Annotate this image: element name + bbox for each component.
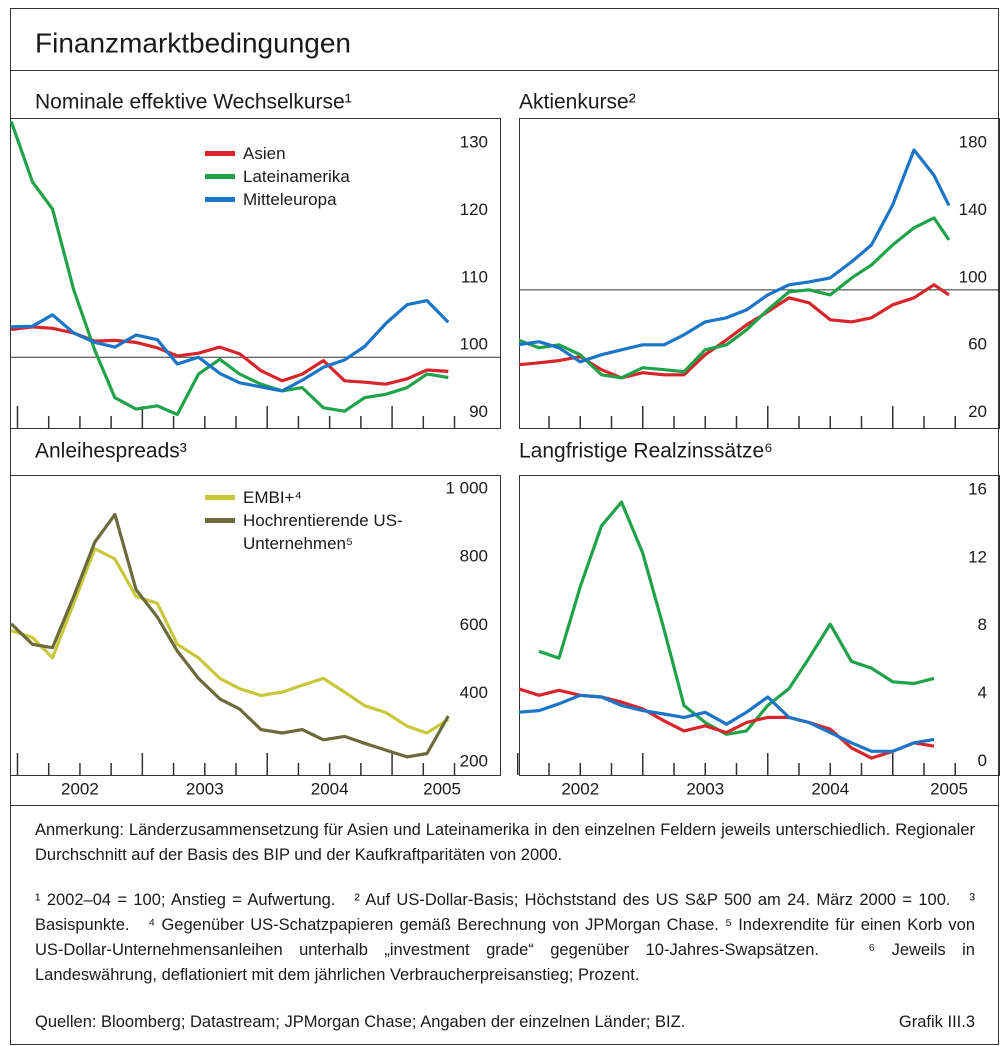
panel-title: Nominale effektive Wechselkurse¹ [35,91,352,114]
panel-frame [10,475,501,776]
data-line [11,299,450,393]
y-tick-label: 100 [460,335,488,354]
y-tick-label: 16 [968,480,987,499]
plot-area [519,148,951,380]
legend: Asien Lateinamerika Mitteleuropa [205,142,403,211]
legend: EMBI+⁴ Hochrentierende US-Unternehmen⁵ [205,486,403,555]
sources: Quellen: Bloomberg; Datastream; JPMorgan… [35,1013,686,1031]
legend-label: Asien [243,144,286,163]
y-tick-label: 4 [978,683,987,702]
legend-label: Mitteleuropa [243,190,337,209]
y-tick-label: 110 [461,267,488,286]
x-tick-label: 2004 [811,779,849,798]
panel-frame [519,475,1000,776]
panel-title: Aktienkurse² [519,91,636,114]
y-tick-label: 100 [959,267,987,286]
data-line [519,283,950,380]
x-tick-label: 2004 [311,779,349,798]
data-line [10,547,450,735]
legend-swatch [205,518,235,523]
remark: Anmerkung: Länderzusammensetzung für Asi… [35,821,980,864]
chart-title: Finanzmarktbedingungen [35,27,351,58]
y-tick-label: 12 [968,547,987,566]
y-tick-label: 0 [978,751,987,770]
data-line [519,148,951,364]
legend-item: Mitteleuropa [205,188,403,211]
data-line [538,500,935,736]
legend-item: Asien [205,142,403,165]
y-tick-label: 90 [469,402,488,421]
legend-item: Hochrentierende US-Unternehmen⁵ [205,509,403,555]
legend-swatch [205,151,235,156]
x-tick-label: 2003 [686,779,724,798]
legend-swatch [205,197,235,202]
panel-frame [10,118,501,429]
y-tick-label: 180 [959,133,987,152]
y-tick-label: 130 [460,133,488,152]
y-tick-label: 60 [968,335,987,354]
x-tick-label: 2005 [930,779,968,798]
chart-label: Grafik III.3 [898,1013,975,1031]
legend-label: EMBI+⁴ [243,488,302,507]
panel-title: Langfristige Realzinssätze⁶ [519,440,773,463]
y-tick-label: 400 [460,683,488,702]
x-tick-label: 2002 [561,779,599,798]
legend-swatch [205,495,235,500]
data-line [519,216,951,380]
y-tick-label: 600 [460,615,488,634]
y-tick-label: 120 [460,200,488,219]
source-row: Quellen: Bloomberg; Datastream; JPMorgan… [35,1013,975,1032]
y-tick-label: 1 000 [445,478,488,497]
plot-area [519,500,935,760]
y-tick-label: 20 [968,402,987,421]
legend-item: Lateinamerika [205,165,403,188]
y-tick-label: 140 [959,200,987,219]
y-tick-label: 8 [978,615,987,634]
y-tick-label: 200 [460,751,488,770]
y-tick-label: 800 [460,547,488,566]
data-line [10,120,449,417]
x-tick-label: 2002 [61,779,99,798]
legend-label: Hochrentierende US-Unternehmen⁵ [243,511,403,553]
x-tick-label: 2003 [186,779,224,798]
data-line [519,693,935,753]
x-tick-label: 2005 [423,779,461,798]
plot-area [10,120,450,417]
legend-item: EMBI+⁴ [205,486,403,509]
footnotes: ¹ 2002–04 = 100; Anstieg = Aufwertung. ²… [35,891,980,984]
legend-swatch [205,174,235,179]
panel-title: Anleihespreads³ [35,440,187,463]
data-line [10,513,450,759]
legend-label: Lateinamerika [243,167,350,186]
plot-area [10,513,450,759]
